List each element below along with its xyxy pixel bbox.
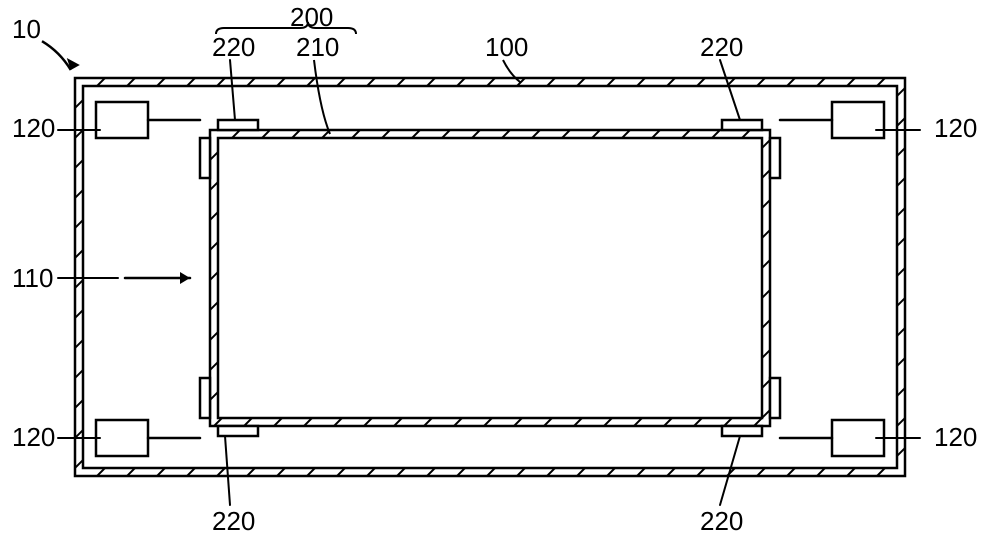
label-ref_10: 10: [12, 14, 41, 44]
mount-tabs: [200, 120, 780, 436]
label-ref_120_tr: 120: [934, 113, 977, 143]
label-ref_200: 200: [290, 2, 333, 32]
label-ref_220_tr: 220: [700, 32, 743, 62]
label-ref_120_br: 120: [934, 422, 977, 452]
label-ref_120_tl: 120: [12, 113, 55, 143]
leader-lines: [58, 22, 920, 505]
label-ref_220_br: 220: [700, 506, 743, 536]
label-ref_110: 110: [12, 263, 53, 293]
label-ref_100: 100: [485, 32, 528, 62]
label-ref_220_top: 220: [212, 32, 255, 62]
label-ref_120_bl: 120: [12, 422, 55, 452]
label-ref_210: 210: [296, 32, 339, 62]
label-ref_220_bl: 220: [212, 506, 255, 536]
connector-lines: [148, 120, 832, 438]
